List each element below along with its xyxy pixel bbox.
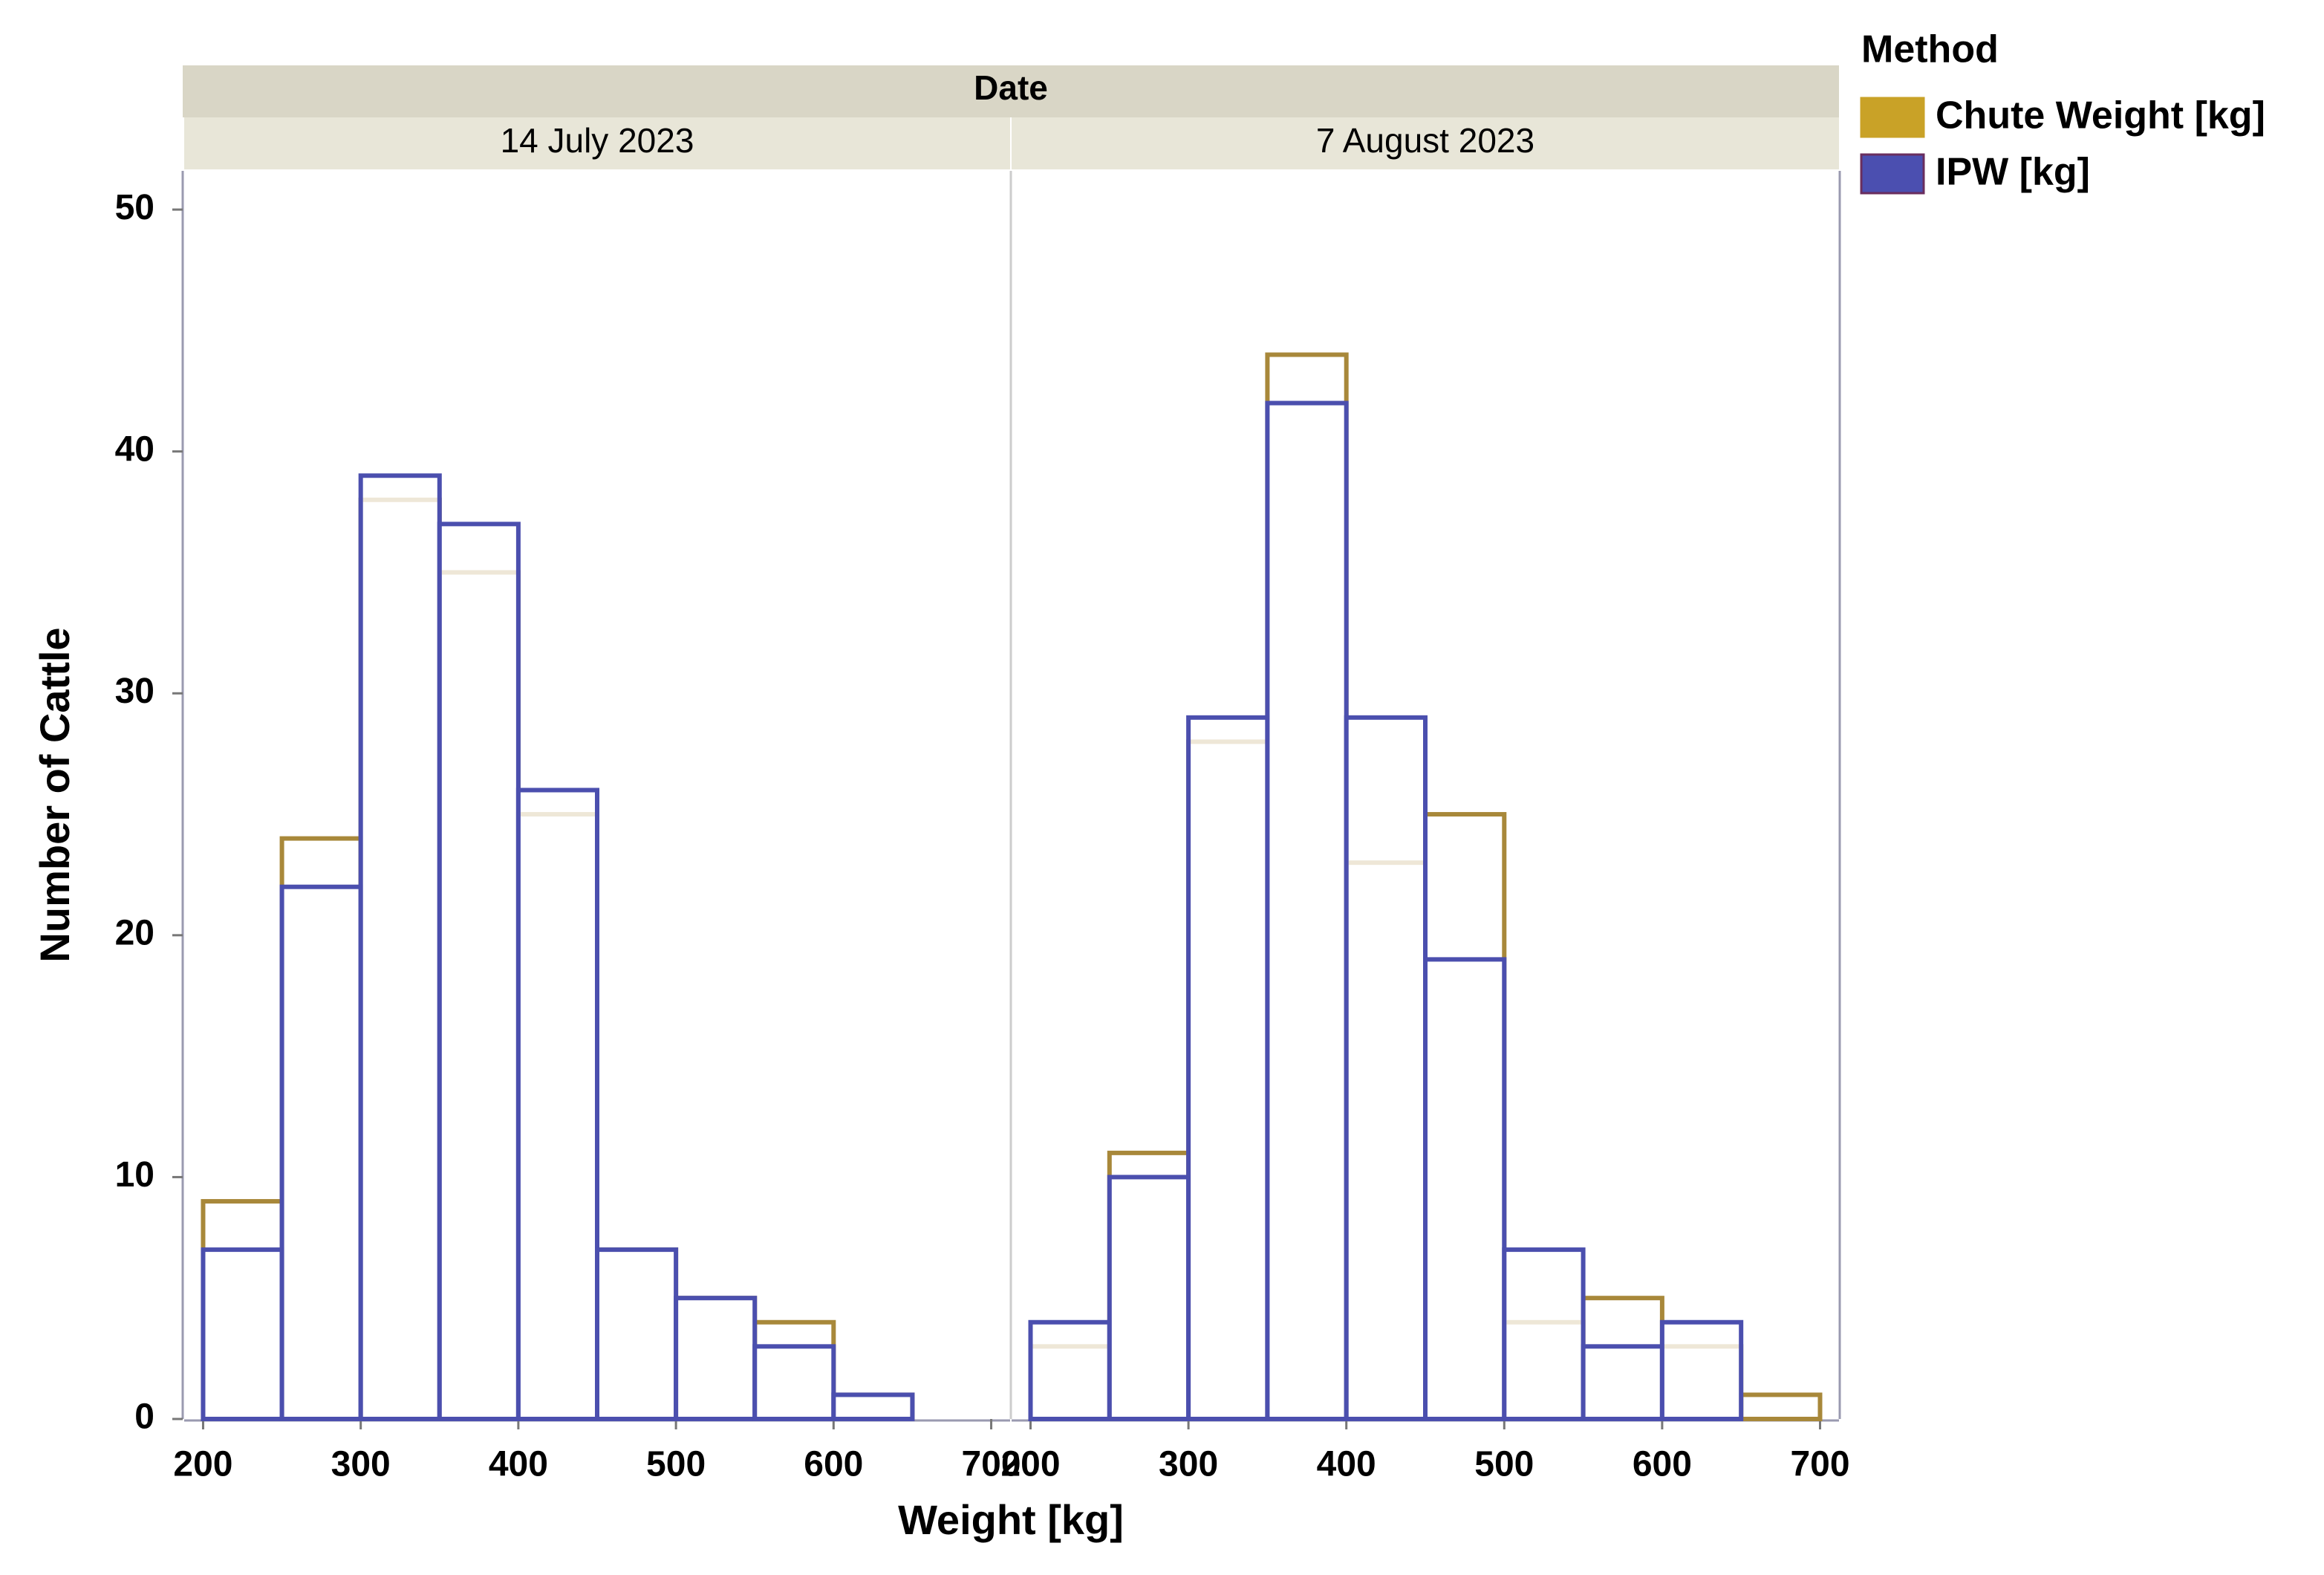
x-tick-label: 400 — [1317, 1445, 1376, 1484]
x-tick-label: 500 — [1474, 1445, 1534, 1484]
histogram-bar — [437, 522, 521, 1421]
histogram-bar — [1107, 1175, 1191, 1421]
x-tick-label: 600 — [804, 1445, 863, 1484]
legend-swatch — [1860, 97, 1925, 138]
x-tick-label: 700 — [1790, 1445, 1849, 1484]
histogram-bar — [1502, 1247, 1586, 1421]
y-tick-label: 0 — [134, 1397, 154, 1437]
x-tick-label: 400 — [489, 1445, 548, 1484]
y-tick-label: 30 — [115, 672, 154, 711]
panel-header — [184, 117, 1010, 169]
histogram-bar — [595, 1247, 679, 1421]
histogram-bar — [1659, 1319, 1744, 1422]
histogram-bar — [1186, 715, 1270, 1421]
x-tick-label: 500 — [646, 1445, 706, 1484]
legend-swatch — [1860, 153, 1925, 195]
legend-label: Chute Weight [kg] — [1936, 94, 2265, 137]
x-tick-label: 200 — [1000, 1445, 1060, 1484]
histogram-bar — [1423, 957, 1507, 1422]
y-axis-label: Number of Cattle — [31, 627, 78, 962]
x-tick-label: 700 — [961, 1445, 1021, 1484]
histogram-bar — [515, 788, 599, 1422]
y-tick-label: 10 — [115, 1155, 154, 1195]
histogram-bar — [1028, 1319, 1112, 1422]
histogram-bar — [1265, 400, 1349, 1422]
panel-title: 14 July 2023 — [501, 121, 694, 160]
histogram-bar — [201, 1247, 284, 1421]
histogram-bar — [358, 473, 442, 1421]
facet-label: Date — [974, 68, 1048, 107]
histogram-bar — [1739, 1392, 1823, 1422]
histogram-bar — [831, 1392, 915, 1422]
histogram-bar — [279, 884, 363, 1421]
y-tick-label: 40 — [115, 429, 154, 469]
histogram-bar — [1344, 715, 1428, 1421]
legend-label: IPW [kg] — [1936, 151, 2090, 194]
facet-header — [183, 65, 1839, 117]
histogram-bar — [1581, 1344, 1664, 1421]
legend-title: Method — [1861, 28, 1999, 71]
x-tick-label: 300 — [1159, 1445, 1218, 1484]
x-axis-label: Weight [kg] — [898, 1496, 1124, 1543]
x-tick-label: 600 — [1633, 1445, 1692, 1484]
y-tick-label: 20 — [115, 914, 154, 953]
y-tick-label: 50 — [115, 188, 154, 227]
x-tick-label: 200 — [173, 1445, 232, 1484]
x-tick-label: 300 — [331, 1445, 391, 1484]
histogram-bar — [674, 1296, 758, 1422]
panel-title: 7 August 2023 — [1316, 121, 1534, 160]
panel-header — [1012, 117, 1839, 169]
histogram-bar — [752, 1344, 836, 1421]
